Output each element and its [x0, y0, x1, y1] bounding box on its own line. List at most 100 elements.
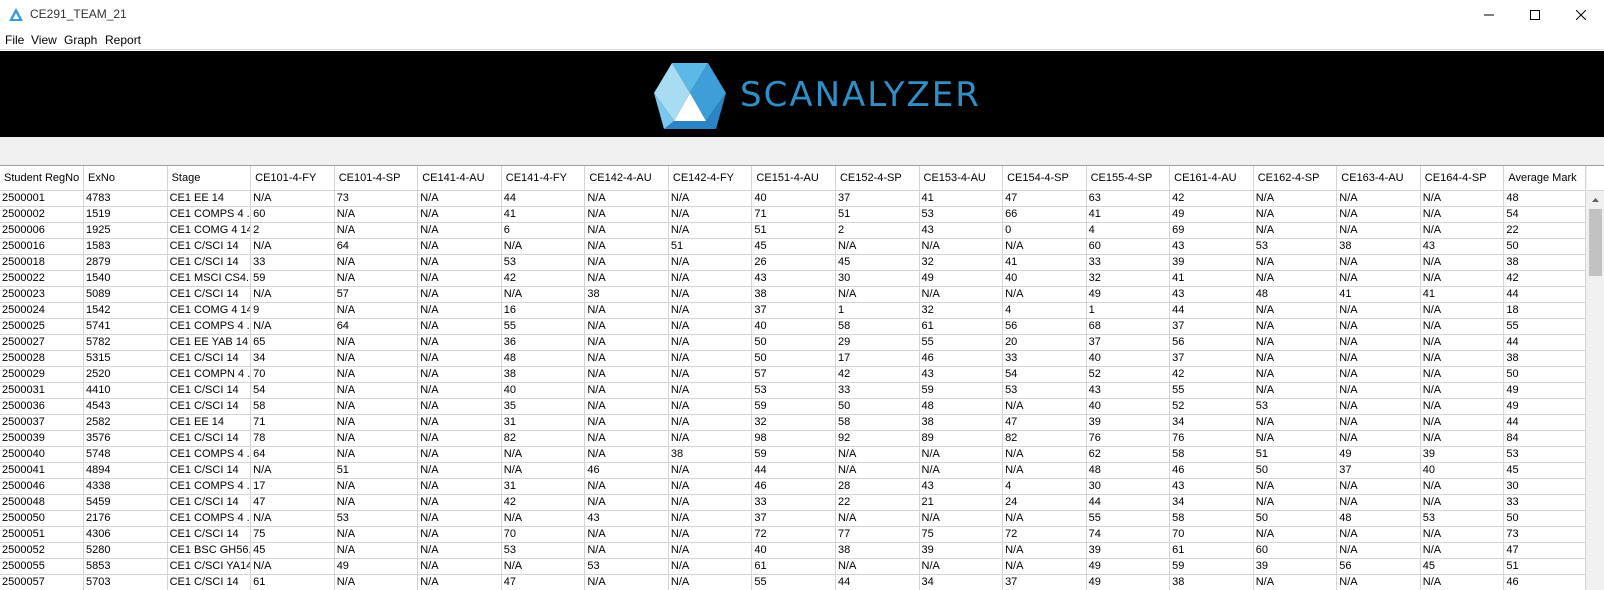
table-cell[interactable]: 2500037: [0, 414, 85, 431]
table-cell[interactable]: 89: [919, 430, 1004, 447]
table-cell[interactable]: 33: [1002, 350, 1087, 367]
table-cell[interactable]: 37: [751, 510, 836, 527]
table-cell[interactable]: 4338: [83, 478, 168, 495]
table-cell[interactable]: 30: [1503, 478, 1586, 495]
table-cell[interactable]: 38: [919, 414, 1004, 431]
table-cell[interactable]: 47: [501, 574, 586, 590]
table-cell[interactable]: 29: [835, 334, 920, 351]
table-cell[interactable]: 84: [1503, 430, 1586, 447]
table-cell[interactable]: N/A: [919, 238, 1004, 255]
table-cell[interactable]: CE1 EE YAB 14: [167, 334, 252, 351]
table-cell[interactable]: 51: [1503, 558, 1586, 575]
table-cell[interactable]: 53: [919, 206, 1004, 223]
table-cell[interactable]: 56: [1169, 334, 1254, 351]
column-header[interactable]: CE162-4-SP: [1253, 166, 1338, 191]
table-cell[interactable]: 74: [1086, 526, 1171, 543]
table-cell[interactable]: 2500025: [0, 318, 85, 335]
table-cell[interactable]: 82: [1002, 430, 1087, 447]
table-cell[interactable]: 39: [1086, 542, 1171, 559]
table-cell[interactable]: CE1 EE 14: [167, 414, 252, 431]
table-cell[interactable]: 2520: [83, 366, 168, 383]
table-cell[interactable]: N/A: [334, 222, 419, 239]
table-cell[interactable]: N/A: [668, 190, 753, 207]
table-cell[interactable]: N/A: [417, 398, 502, 415]
table-row[interactable]: 2500036 4543 CE1 C/SCI 14 58 N/A N/A 35 N/A N/A 5…: [0, 398, 1586, 415]
table-cell[interactable]: 44: [1086, 494, 1171, 511]
table-cell[interactable]: 53: [1253, 238, 1338, 255]
table-cell[interactable]: 48: [919, 398, 1004, 415]
table-cell[interactable]: N/A: [668, 526, 753, 543]
table-cell[interactable]: 78: [250, 430, 335, 447]
table-cell[interactable]: CE1 COMPS 4 ...: [167, 446, 252, 463]
table-cell[interactable]: CE1 C/SCI 14: [167, 430, 252, 447]
table-cell[interactable]: N/A: [501, 462, 586, 479]
table-cell[interactable]: 33: [250, 254, 335, 271]
table-cell[interactable]: 53: [1253, 398, 1338, 415]
table-cell[interactable]: N/A: [584, 494, 669, 511]
table-cell[interactable]: 46: [1169, 462, 1254, 479]
table-cell[interactable]: 72: [751, 526, 836, 543]
table-cell[interactable]: N/A: [1336, 254, 1421, 271]
table-cell[interactable]: 49: [334, 558, 419, 575]
table-cell[interactable]: 45: [1420, 558, 1505, 575]
table-cell[interactable]: 20: [1002, 334, 1087, 351]
table-cell[interactable]: N/A: [1420, 334, 1505, 351]
table-cell[interactable]: 38: [1169, 574, 1254, 590]
table-cell[interactable]: N/A: [1336, 190, 1421, 207]
table-cell[interactable]: 49: [1086, 286, 1171, 303]
table-cell[interactable]: N/A: [584, 254, 669, 271]
table-cell[interactable]: N/A: [584, 398, 669, 415]
table-cell[interactable]: 49: [1086, 574, 1171, 590]
table-row[interactable]: 2500018 2879 CE1 C/SCI 14 33 N/A N/A 53 N/A N/A 2…: [0, 254, 1586, 271]
table-cell[interactable]: CE1 C/SCI 14: [167, 398, 252, 415]
table-cell[interactable]: 41: [1169, 270, 1254, 287]
table-cell[interactable]: N/A: [417, 446, 502, 463]
table-cell[interactable]: N/A: [417, 510, 502, 527]
table-cell[interactable]: 46: [1503, 574, 1586, 590]
table-cell[interactable]: N/A: [250, 462, 335, 479]
table-cell[interactable]: N/A: [1002, 446, 1087, 463]
table-cell[interactable]: N/A: [334, 334, 419, 351]
table-cell[interactable]: CE1 COMPS 4 ...: [167, 478, 252, 495]
table-cell[interactable]: N/A: [501, 286, 586, 303]
table-cell[interactable]: N/A: [668, 222, 753, 239]
table-cell[interactable]: 59: [1169, 558, 1254, 575]
table-cell[interactable]: 45: [751, 238, 836, 255]
table-cell[interactable]: N/A: [501, 558, 586, 575]
table-cell[interactable]: N/A: [1253, 302, 1338, 319]
table-cell[interactable]: 42: [501, 494, 586, 511]
table-cell[interactable]: N/A: [584, 526, 669, 543]
table-cell[interactable]: 51: [668, 238, 753, 255]
table-cell[interactable]: 4543: [83, 398, 168, 415]
table-cell[interactable]: 38: [584, 286, 669, 303]
table-cell[interactable]: 40: [1086, 350, 1171, 367]
table-cell[interactable]: 48: [1336, 510, 1421, 527]
column-header[interactable]: CE164-4-SP: [1420, 166, 1505, 191]
table-cell[interactable]: 39: [919, 542, 1004, 559]
table-cell[interactable]: N/A: [584, 414, 669, 431]
column-header[interactable]: CE161-4-AU: [1169, 166, 1254, 191]
table-cell[interactable]: 31: [501, 478, 586, 495]
table-cell[interactable]: 33: [1086, 254, 1171, 271]
table-cell[interactable]: 75: [250, 526, 335, 543]
table-cell[interactable]: 39: [1086, 414, 1171, 431]
table-cell[interactable]: 65: [250, 334, 335, 351]
table-cell[interactable]: 1: [835, 302, 920, 319]
table-row[interactable]: 2500050 2176 CE1 COMPS 4 ... N/A 53 N/A N/A 43 N…: [0, 510, 1586, 527]
table-cell[interactable]: CE1 C/SCI 14: [167, 286, 252, 303]
table-row[interactable]: 2500029 2520 CE1 COMPN 4 ... 70 N/A N/A 38 N/A N…: [0, 366, 1586, 383]
table-cell[interactable]: 2879: [83, 254, 168, 271]
table-cell[interactable]: N/A: [1420, 526, 1505, 543]
table-cell[interactable]: N/A: [417, 430, 502, 447]
table-cell[interactable]: 32: [1086, 270, 1171, 287]
table-cell[interactable]: N/A: [334, 494, 419, 511]
table-cell[interactable]: 34: [250, 350, 335, 367]
table-cell[interactable]: 63: [1086, 190, 1171, 207]
table-cell[interactable]: 44: [1503, 414, 1586, 431]
table-cell[interactable]: N/A: [417, 350, 502, 367]
table-cell[interactable]: 33: [751, 494, 836, 511]
table-cell[interactable]: N/A: [1336, 398, 1421, 415]
scrollbar-thumb[interactable]: [1589, 209, 1602, 276]
column-header[interactable]: CE163-4-AU: [1336, 166, 1421, 191]
table-cell[interactable]: N/A: [1336, 414, 1421, 431]
